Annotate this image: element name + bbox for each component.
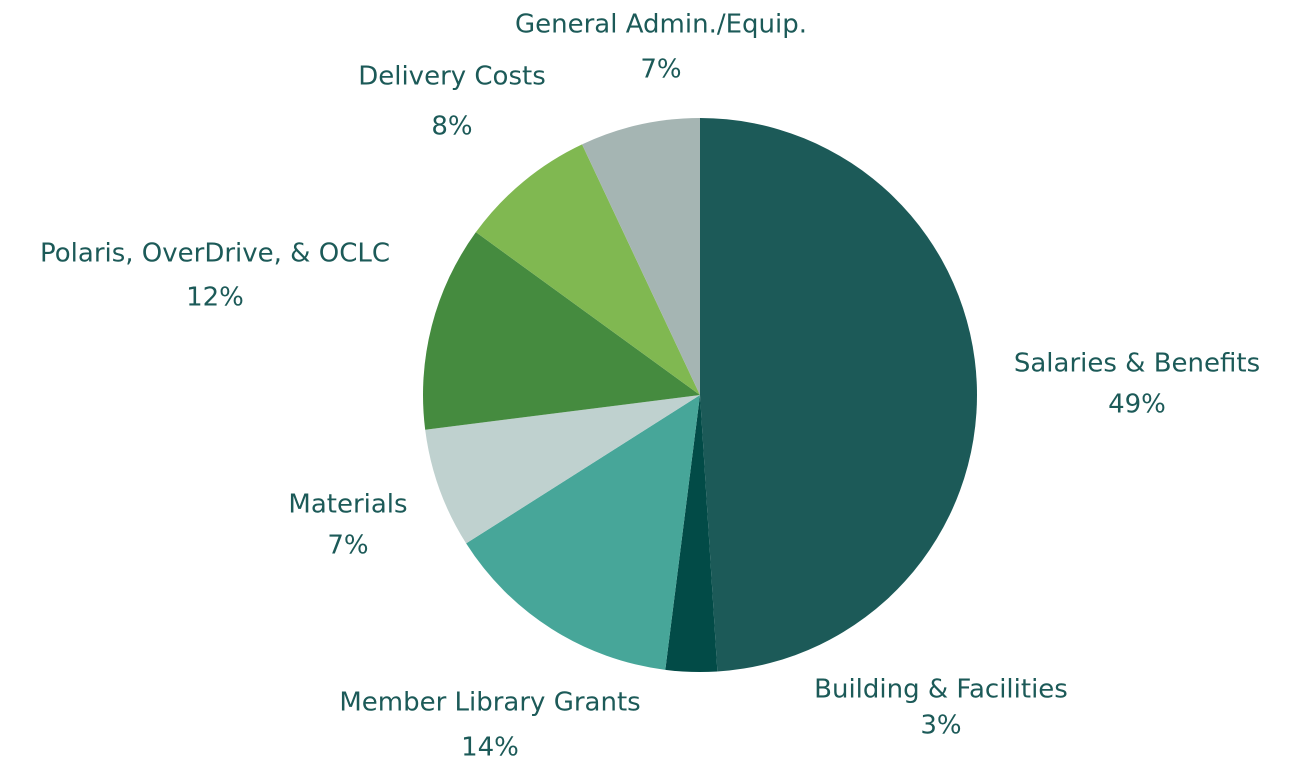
slice-label: Delivery Costs [358,62,546,92]
slice-label: Member Library Grants [339,688,640,718]
slice-value-label: 8% [431,112,472,142]
slice-label: Polaris, OverDrive, & OCLC [40,239,390,269]
slice-value-label: 7% [640,55,681,85]
slice-value-label: 3% [920,711,961,741]
slice-value-label: 12% [186,283,244,313]
pie-slice [582,118,700,395]
slice-label: General Admin./Equip. [515,10,807,40]
pie-slice [700,117,978,672]
pie-slice [466,395,700,670]
slice-value-label: 14% [461,733,519,763]
pie-slice [423,232,700,430]
slice-label: Salaries & Benefits [1014,349,1260,379]
slice-value-label: 7% [327,531,368,561]
slice-label: Materials [288,490,407,520]
pie-slice [475,144,700,395]
pie-slice [665,395,718,672]
slice-label: Building & Facilities [814,675,1068,705]
pie-slice [425,395,700,544]
slice-value-label: 49% [1108,390,1166,420]
